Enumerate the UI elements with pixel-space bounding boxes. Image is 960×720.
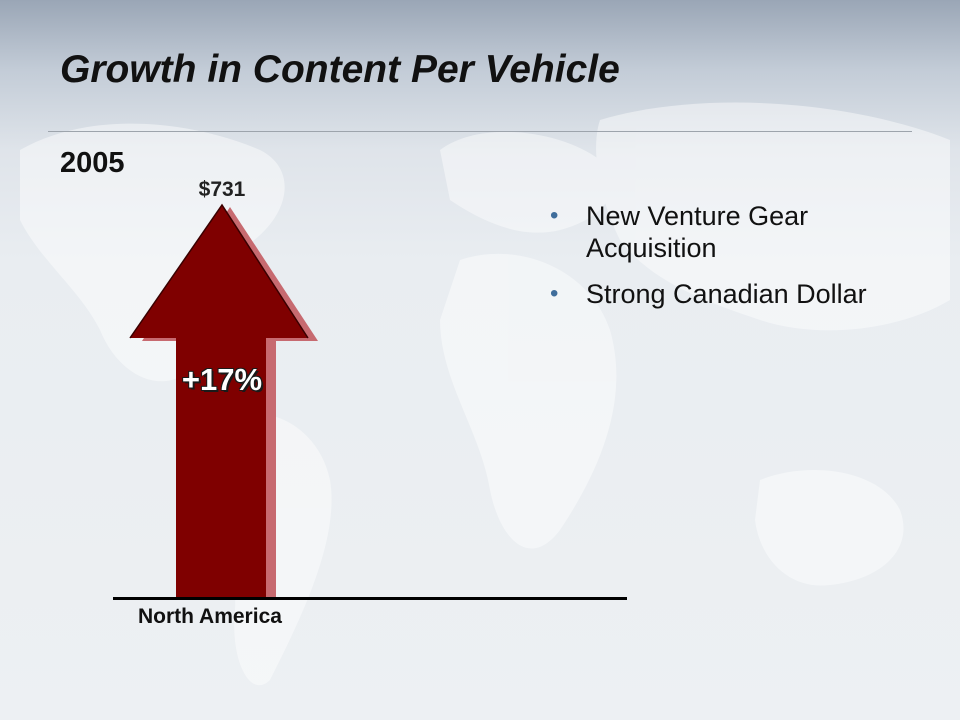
bullet-text: New Venture Gear Acquisition <box>586 201 809 263</box>
arrow-body <box>130 205 308 598</box>
growth-percentage-label: +17% <box>181 362 263 397</box>
title-divider <box>48 131 912 132</box>
bullet-item: • New Venture Gear Acquisition <box>548 200 878 264</box>
bullet-dot-icon: • <box>550 202 559 229</box>
slide-title: Growth in Content Per Vehicle <box>60 48 620 91</box>
bullet-dot-icon: • <box>550 280 559 307</box>
year-label: 2005 <box>60 147 125 179</box>
value-label: $731 <box>198 178 246 201</box>
bullet-text: Strong Canadian Dollar <box>586 279 867 309</box>
bullet-item: • Strong Canadian Dollar <box>548 278 878 310</box>
bullet-list: • New Venture Gear Acquisition • Strong … <box>548 200 878 324</box>
chart-baseline <box>113 597 627 600</box>
arrow-outline <box>129 203 309 339</box>
region-label: North America <box>138 605 282 628</box>
